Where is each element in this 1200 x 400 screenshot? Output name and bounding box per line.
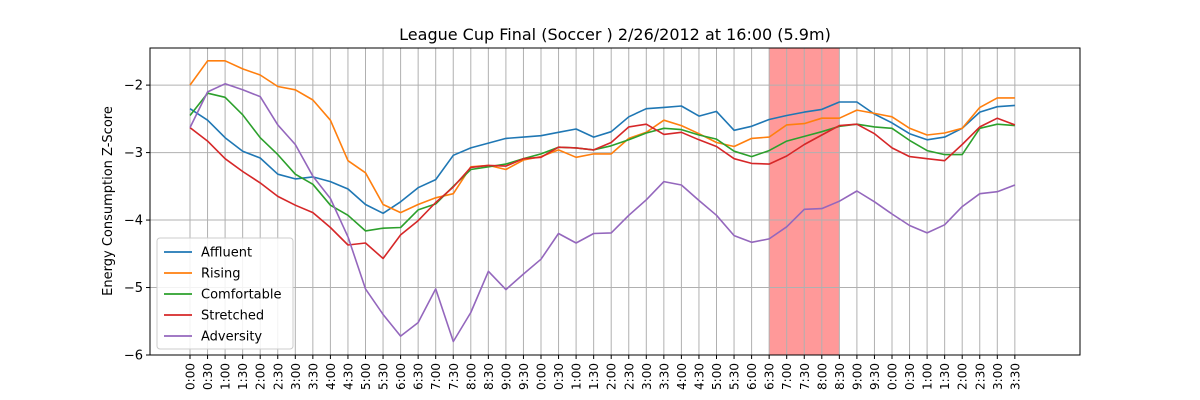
x-tick-label: 3:30 [306,363,320,390]
x-tick-label: 1:00 [570,363,584,390]
y-axis-label: Energy Consumption Z-Score [101,106,116,296]
x-tick-label: 9:00 [499,363,513,390]
x-tick-label: 8:00 [815,363,829,390]
x-tick-label: 5:00 [359,363,373,390]
x-tick-label: 8:00 [464,363,478,390]
y-tick-label: −3 [124,146,143,161]
x-tick-label: 5:30 [377,363,391,390]
series-line-rising [189,59,1015,214]
x-tick-label: 4:30 [341,363,355,390]
x-tick-label: 1:30 [938,363,952,390]
y-axis: −6 −5 −4 −3 −2 [124,79,150,364]
x-tick-label: 2:00 [956,363,970,390]
x-tick-label: 7:00 [780,363,794,390]
x-tick-label: 2:00 [254,363,268,390]
y-tick-label: −6 [124,349,143,364]
plot-background [150,48,1080,355]
x-tick-label: 1:30 [587,363,601,390]
x-tick-label: 6:30 [412,363,426,390]
x-tick-label: 3:00 [640,363,654,390]
x-tick-label: 1:30 [236,363,250,390]
x-tick-label: 2:30 [271,363,285,390]
x-tick-label: 6:00 [394,363,408,390]
x-tick-label: 6:00 [745,363,759,390]
x-tick-label: 9:30 [868,363,882,390]
x-tick-label: 9:30 [517,363,531,390]
legend-box [156,237,294,350]
x-tick-label: 5:30 [728,363,742,390]
x-tick-label: 2:30 [622,363,636,390]
x-tick-label: 4:00 [675,363,689,390]
plot-area [149,47,1081,356]
x-tick-label: 1:00 [219,363,233,390]
x-tick-label: 0:00 [535,363,549,390]
x-tick-label: 7:30 [447,363,461,390]
x-tick-label: 0:00 [886,363,900,390]
legend-label: Adversity [201,330,262,345]
x-tick-label: 7:30 [798,363,812,390]
y-tick-label: −5 [124,281,143,296]
series-line-affluent [189,101,1015,215]
x-tick-label: 8:30 [833,363,847,390]
x-tick-label: 3:30 [657,363,671,390]
x-tick-label: 6:30 [763,363,777,390]
x-tick-label: 5:00 [710,363,724,390]
x-tick-label: 4:30 [692,363,706,390]
legend: Affluent Rising Comfortable Stretched Advers… [156,237,294,350]
y-tick-label: −2 [124,79,143,94]
chart-title: League Cup Final (Soccer ) 2/26/2012 at … [399,25,831,44]
x-tick-label: 8:30 [482,363,496,390]
x-tick-label: 3:00 [991,363,1005,390]
x-tick-label: 1:00 [921,363,935,390]
x-axis: 0:00 0:30 1:00 1:30 2:00 2:30 3:00 3:30 4:00 4:30… [184,355,1022,390]
series-line-stretched [189,117,1016,260]
x-tick-label: 3:00 [289,363,303,390]
series-line-comfortable [189,92,1015,232]
series-lines [189,59,1016,343]
x-tick-label: 9:00 [850,363,864,390]
x-tick-label: 0:00 [184,363,198,390]
x-tick-label: 0:30 [201,363,215,390]
x-tick-label: 2:00 [605,363,619,390]
x-tick-label: 0:30 [552,363,566,390]
x-tick-label: 0:30 [903,363,917,390]
legend-label: Rising [201,267,241,282]
x-tick-label: 3:30 [1008,363,1022,390]
series-line-adversity [189,83,1016,343]
legend-label: Comfortable [201,288,282,303]
x-tick-label: 4:00 [324,363,338,390]
x-tick-label: 7:00 [429,363,443,390]
legend-label: Stretched [201,309,264,324]
x-tick-label: 2:30 [973,363,987,390]
plot-border [149,47,1081,356]
legend-label: Affluent [201,246,252,261]
y-tick-label: −4 [124,214,143,229]
